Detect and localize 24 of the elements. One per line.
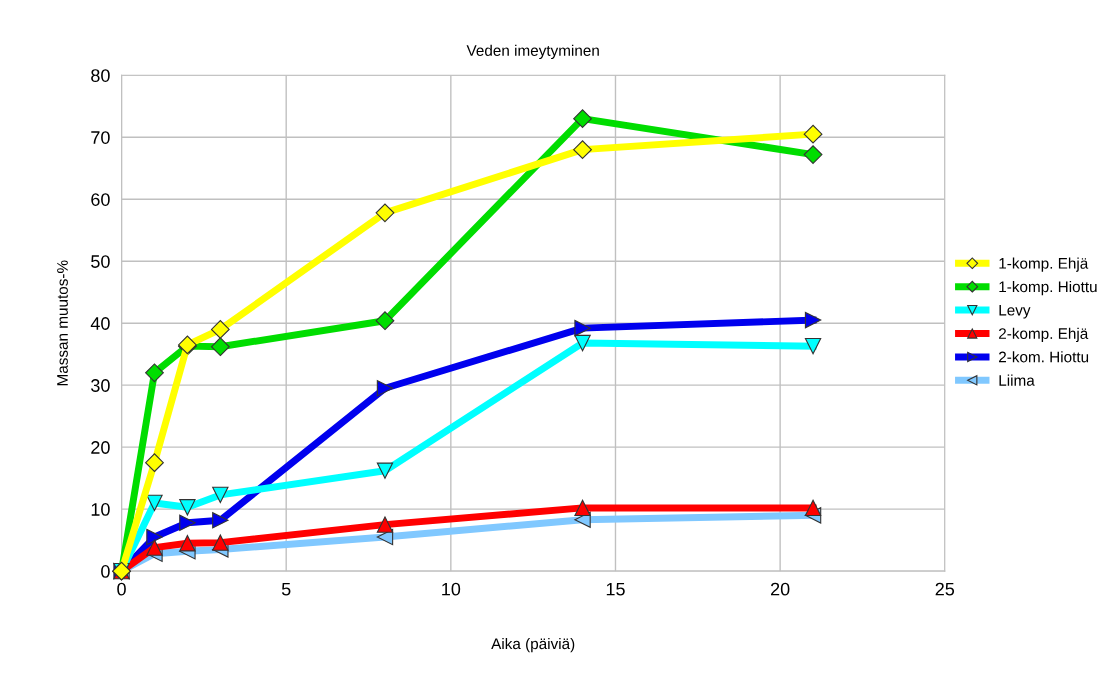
y-tick-label: 70	[91, 131, 110, 144]
x-tick-label: 20	[771, 582, 790, 596]
y-tick-label: 40	[90, 317, 110, 330]
y-tick-label: 50	[91, 255, 110, 268]
x-tick-label: 15	[606, 582, 625, 596]
legend-label: 2-komp. Ehjä	[999, 327, 1089, 343]
legend-label: 1-komp. Hiottu	[999, 280, 1097, 296]
y-tick-label: 0	[101, 565, 110, 578]
x-tick-label: 0	[117, 582, 126, 596]
legend-label: 2-kom. Hiottu	[999, 351, 1089, 363]
x-tick-label: 5	[281, 582, 291, 596]
y-tick-label: 60	[91, 193, 110, 206]
x-tick-label: 10	[442, 582, 461, 596]
x-axis-title: Aika (päiviä)	[491, 637, 575, 653]
legend-label: 1-komp. Ehjä	[999, 257, 1089, 272]
y-tick-label: 10	[91, 503, 110, 516]
y-axis-title: Massan muutos-%	[57, 260, 68, 386]
legend-label: Levy	[999, 304, 1031, 319]
y-tick-label: 80	[91, 69, 110, 82]
y-tick-label: 30	[91, 379, 110, 392]
legend-label: Liima	[999, 374, 1035, 386]
x-tick-label: 25	[935, 582, 955, 596]
y-tick-label: 20	[91, 441, 110, 454]
chart-title: Veden imeytyminen	[466, 44, 599, 59]
